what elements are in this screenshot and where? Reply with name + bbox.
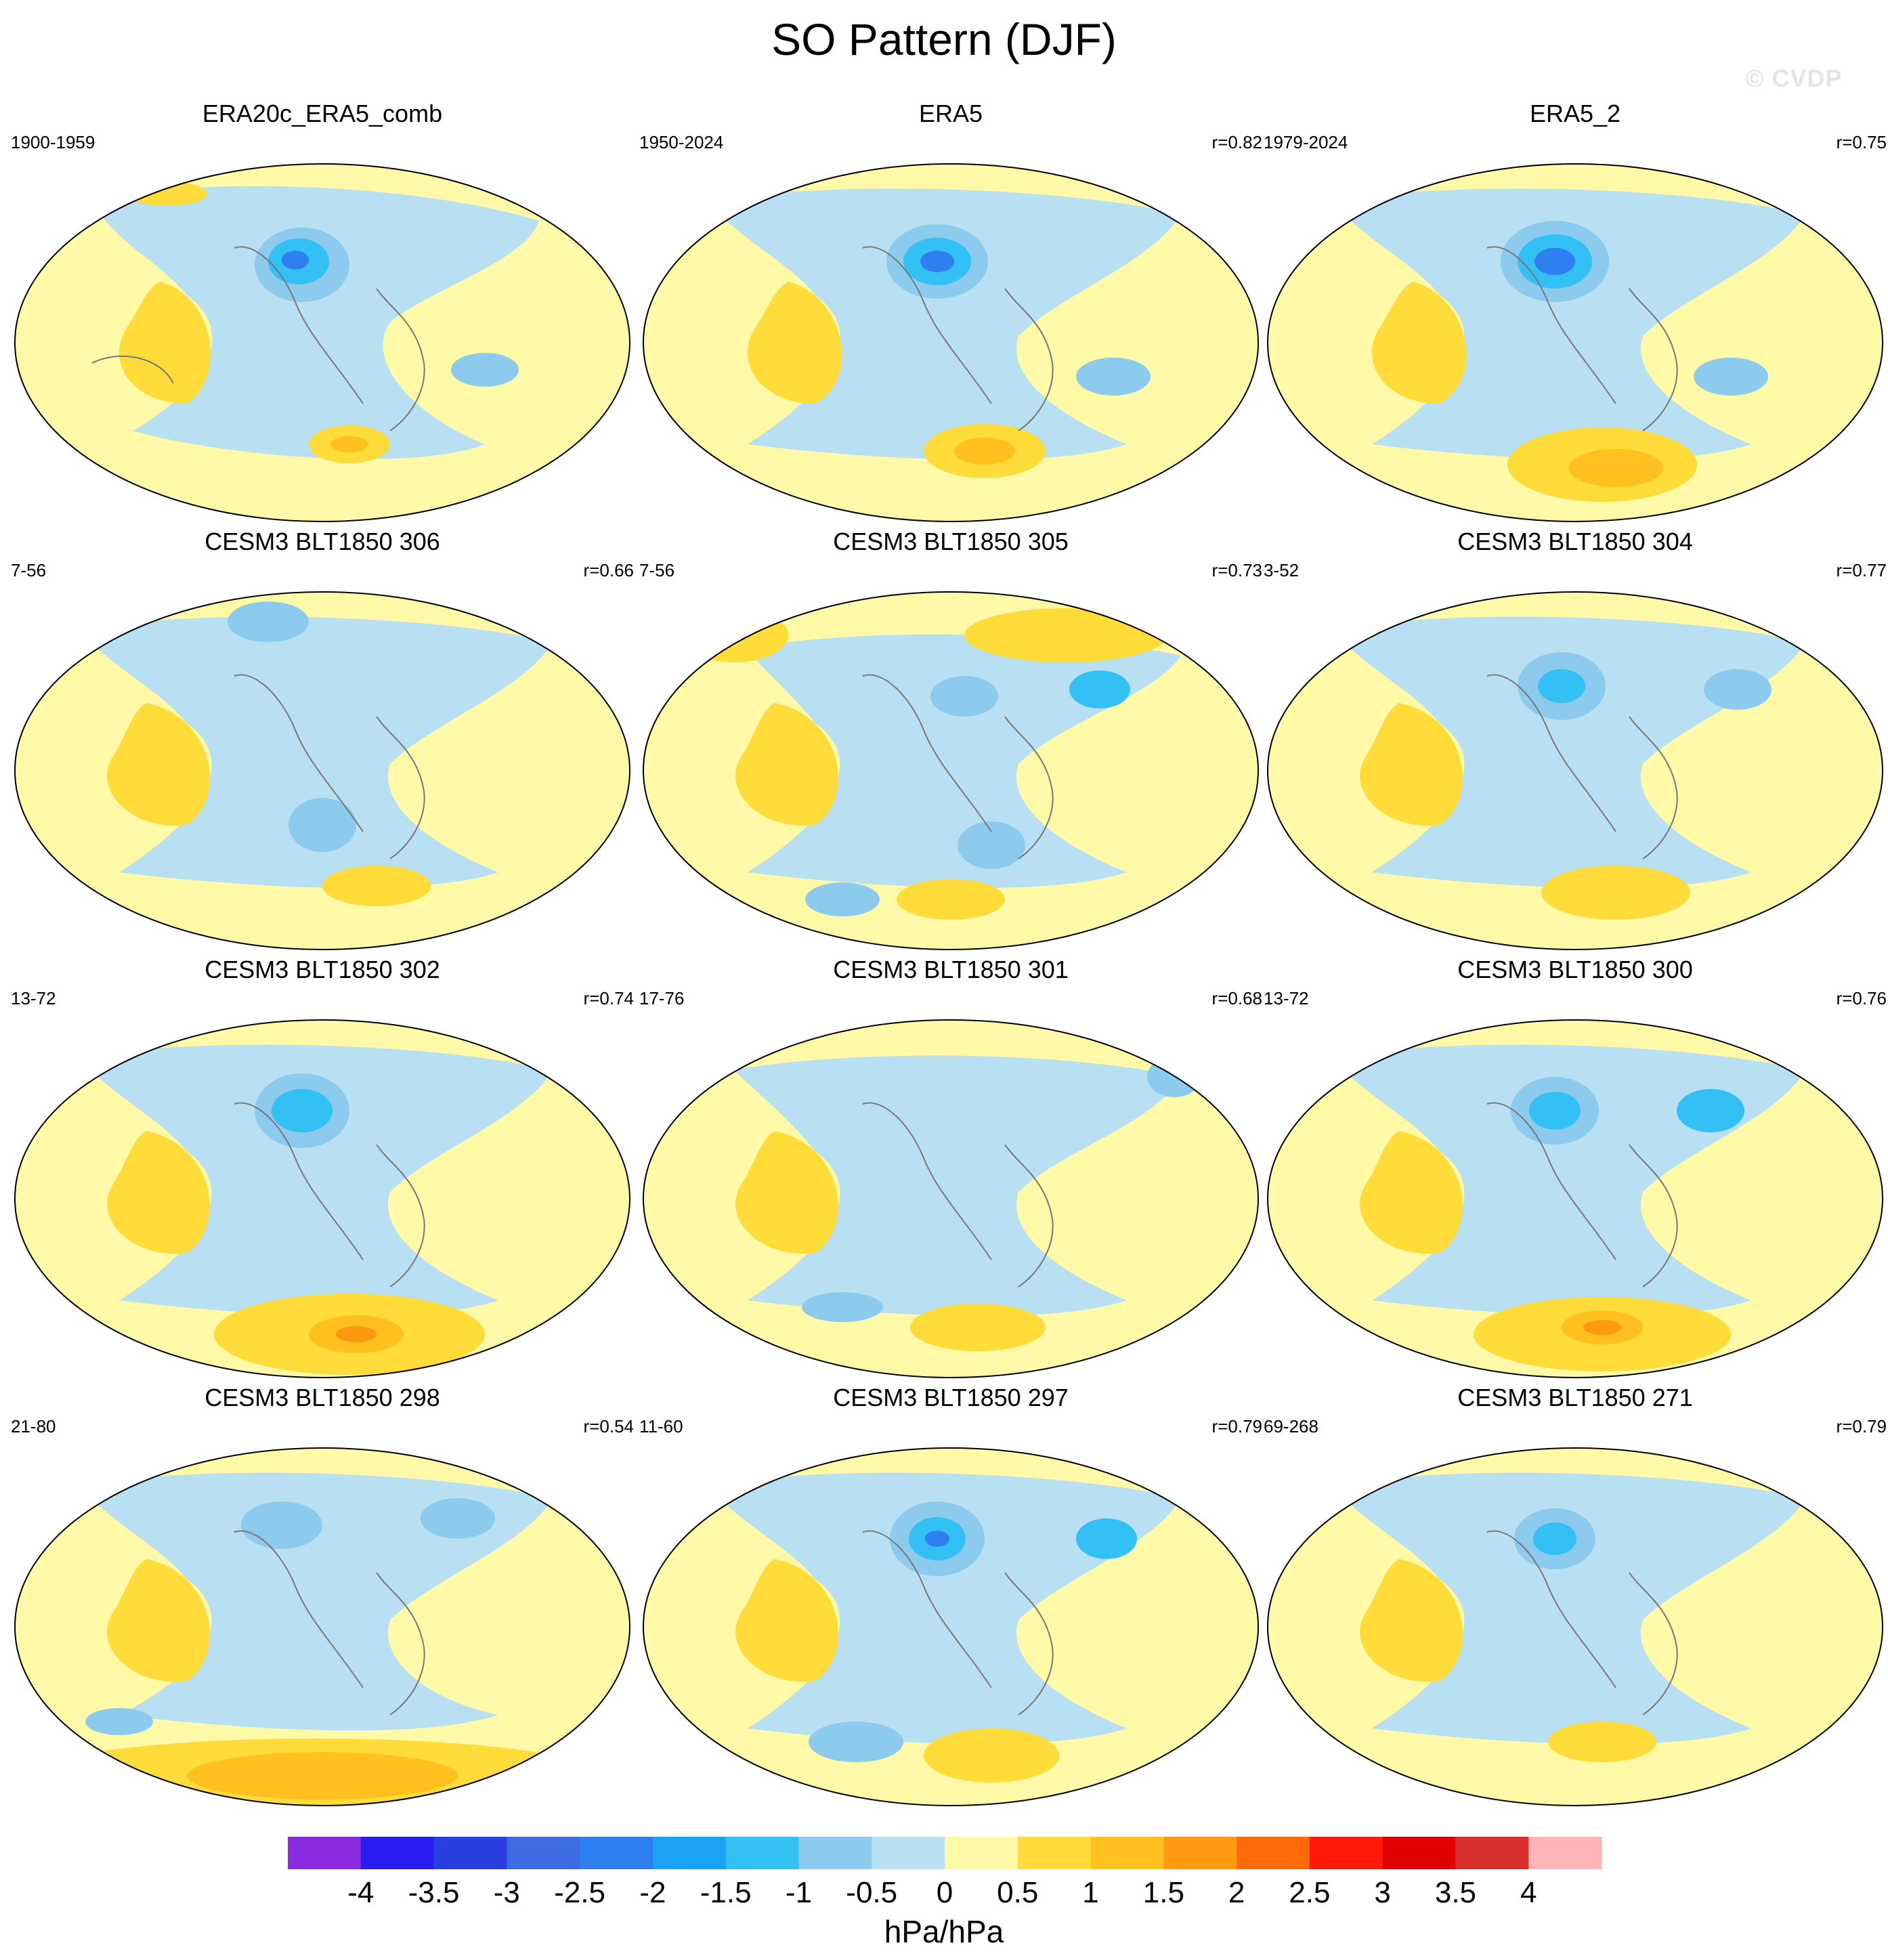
colorbar-swatch xyxy=(288,1837,362,1869)
panel-period: 69-268 xyxy=(1264,1416,1318,1436)
colorbar-swatch xyxy=(1309,1837,1383,1869)
colorbar-tick-label: -3 xyxy=(493,1876,520,1909)
colorbar-tick-label: -2.5 xyxy=(554,1876,606,1909)
panel-title: ERA5 xyxy=(918,100,983,127)
map-panel-era5-2: ERA5_2 1979-2024 r=0.75 xyxy=(1264,99,1887,526)
panel-period: 1979-2024 xyxy=(1264,132,1348,152)
map-contour-plot xyxy=(14,1019,630,1378)
panel-correlation: r=0.77 xyxy=(1836,560,1887,580)
map-contour-plot xyxy=(643,1019,1259,1378)
panel-correlation: r=0.79 xyxy=(1836,1416,1887,1436)
colorbar-swatch xyxy=(1017,1837,1092,1869)
panel-title: ERA20c_ERA5_comb xyxy=(202,100,443,127)
panel-period: 13-72 xyxy=(1264,988,1309,1008)
panel-period: 7-56 xyxy=(11,560,47,580)
watermark: © CVDP xyxy=(1746,64,1843,92)
map-contour-plot xyxy=(14,1447,630,1806)
panel-title: CESM3 BLT1850 305 xyxy=(833,528,1069,555)
colorbar-swatch xyxy=(1382,1837,1456,1869)
panel-title: CESM3 BLT1850 306 xyxy=(205,528,440,555)
colorbar-tick-label: -2 xyxy=(639,1876,666,1909)
panel-correlation: r=0.66 xyxy=(583,560,634,580)
panel-period: 17-76 xyxy=(639,988,685,1008)
map-panel-era5: ERA5 1950-2024 r=0.82 xyxy=(639,99,1262,526)
map-contour-plot xyxy=(643,163,1259,522)
map-panel-cesm3-301: CESM3 BLT1850 301 17-76 r=0.68 xyxy=(639,955,1262,1382)
colorbar-swatch xyxy=(798,1837,872,1869)
colorbar-swatch xyxy=(652,1837,727,1869)
colorbar-swatch xyxy=(1090,1837,1164,1869)
map-contour-plot xyxy=(14,163,630,522)
colorbar-tick-label: 1.5 xyxy=(1142,1876,1184,1909)
colorbar-swatch xyxy=(872,1837,945,1869)
map-contour-plot xyxy=(14,591,630,950)
map-contour-plot xyxy=(1267,163,1883,522)
map-panel-era20c-era5-comb: ERA20c_ERA5_comb 1900-1959 xyxy=(11,99,634,526)
colorbar-swatch xyxy=(360,1837,435,1869)
colorbar-tick-label: 3.5 xyxy=(1434,1876,1477,1909)
colorbar-tick-label: 4 xyxy=(1520,1876,1537,1909)
panel-title: CESM3 BLT1850 300 xyxy=(1457,956,1693,983)
panel-correlation: r=0.74 xyxy=(583,988,634,1008)
map-contour-plot xyxy=(1267,591,1883,950)
panel-period: 7-56 xyxy=(639,560,675,580)
colorbar-tick-label: -1 xyxy=(785,1876,812,1909)
panel-title: CESM3 BLT1850 304 xyxy=(1457,528,1693,555)
figure-title: SO Pattern (DJF) xyxy=(771,14,1117,64)
colorbar-swatch xyxy=(1455,1837,1529,1869)
colorbar-swatch xyxy=(945,1837,1018,1869)
panel-period: 1950-2024 xyxy=(639,132,724,152)
panel-title: CESM3 BLT1850 302 xyxy=(205,956,440,983)
colorbar-swatch xyxy=(507,1837,580,1869)
map-panel-cesm3-271: CESM3 BLT1850 271 69-268 r=0.79 xyxy=(1264,1383,1887,1810)
panel-title: CESM3 BLT1850 298 xyxy=(205,1384,440,1411)
panel-title: ERA5_2 xyxy=(1529,100,1621,127)
panel-correlation: r=0.75 xyxy=(1836,132,1887,152)
panel-period: 13-72 xyxy=(11,988,56,1008)
map-contour-plot xyxy=(643,591,1259,950)
map-contour-plot xyxy=(1267,1019,1883,1378)
panel-title: CESM3 BLT1850 301 xyxy=(833,956,1069,983)
map-contour-plot xyxy=(1267,1447,1883,1806)
colorbar-swatch xyxy=(1528,1837,1602,1869)
panel-correlation: r=0.73 xyxy=(1211,560,1262,580)
panel-correlation: r=0.76 xyxy=(1836,988,1887,1008)
map-panel-cesm3-305: CESM3 BLT1850 305 7-56 r=0.73 xyxy=(639,527,1262,954)
map-panel-cesm3-300: CESM3 BLT1850 300 13-72 r=0.76 xyxy=(1264,955,1887,1382)
panel-period: 21-80 xyxy=(11,1416,56,1436)
panel-period: 11-60 xyxy=(639,1416,683,1436)
map-panel-cesm3-306: CESM3 BLT1850 306 7-56 r=0.66 xyxy=(11,527,634,954)
colorbar-units-label: hPa/hPa xyxy=(884,1914,1004,1949)
colorbar-tick-label: 2 xyxy=(1228,1876,1245,1909)
panel-correlation: r=0.82 xyxy=(1211,132,1262,152)
colorbar-tick-label: 3 xyxy=(1374,1876,1391,1909)
colorbar-swatch xyxy=(580,1837,653,1869)
map-panel-cesm3-298: CESM3 BLT1850 298 21-80 r=0.54 xyxy=(11,1383,634,1810)
colorbar-swatch xyxy=(725,1837,799,1869)
panel-title: CESM3 BLT1850 271 xyxy=(1457,1384,1693,1411)
colorbar-tick-label: -1.5 xyxy=(700,1876,752,1909)
panel-title: CESM3 BLT1850 297 xyxy=(833,1384,1069,1411)
colorbar-tick-label: -0.5 xyxy=(846,1876,898,1909)
panel-correlation: r=0.68 xyxy=(1211,988,1262,1008)
colorbar-swatch xyxy=(433,1837,507,1869)
colorbar-tick-label: 1 xyxy=(1082,1876,1099,1909)
colorbar-swatch xyxy=(1237,1837,1310,1869)
map-contour-plot xyxy=(643,1447,1259,1806)
colorbar-tick-label: -3.5 xyxy=(408,1876,460,1909)
map-panel-cesm3-302: CESM3 BLT1850 302 13-72 r=0.74 xyxy=(11,955,634,1382)
colorbar-tick-label: 2.5 xyxy=(1289,1876,1331,1909)
panel-period: 1900-1959 xyxy=(11,132,95,152)
map-panel-cesm3-304: CESM3 BLT1850 304 3-52 r=0.77 xyxy=(1264,527,1887,954)
panel-correlation: r=0.54 xyxy=(583,1416,634,1436)
colorbar-swatch xyxy=(1163,1837,1237,1869)
colorbar-tick-label: -4 xyxy=(347,1876,374,1909)
colorbar-tick-label: 0 xyxy=(936,1876,953,1909)
panel-correlation: r=0.79 xyxy=(1211,1416,1262,1436)
map-panel-cesm3-297: CESM3 BLT1850 297 11-60 r=0.79 xyxy=(639,1383,1262,1810)
colorbar xyxy=(288,1837,1602,1869)
colorbar-tick-label: 0.5 xyxy=(997,1876,1039,1909)
panel-period: 3-52 xyxy=(1264,560,1300,580)
